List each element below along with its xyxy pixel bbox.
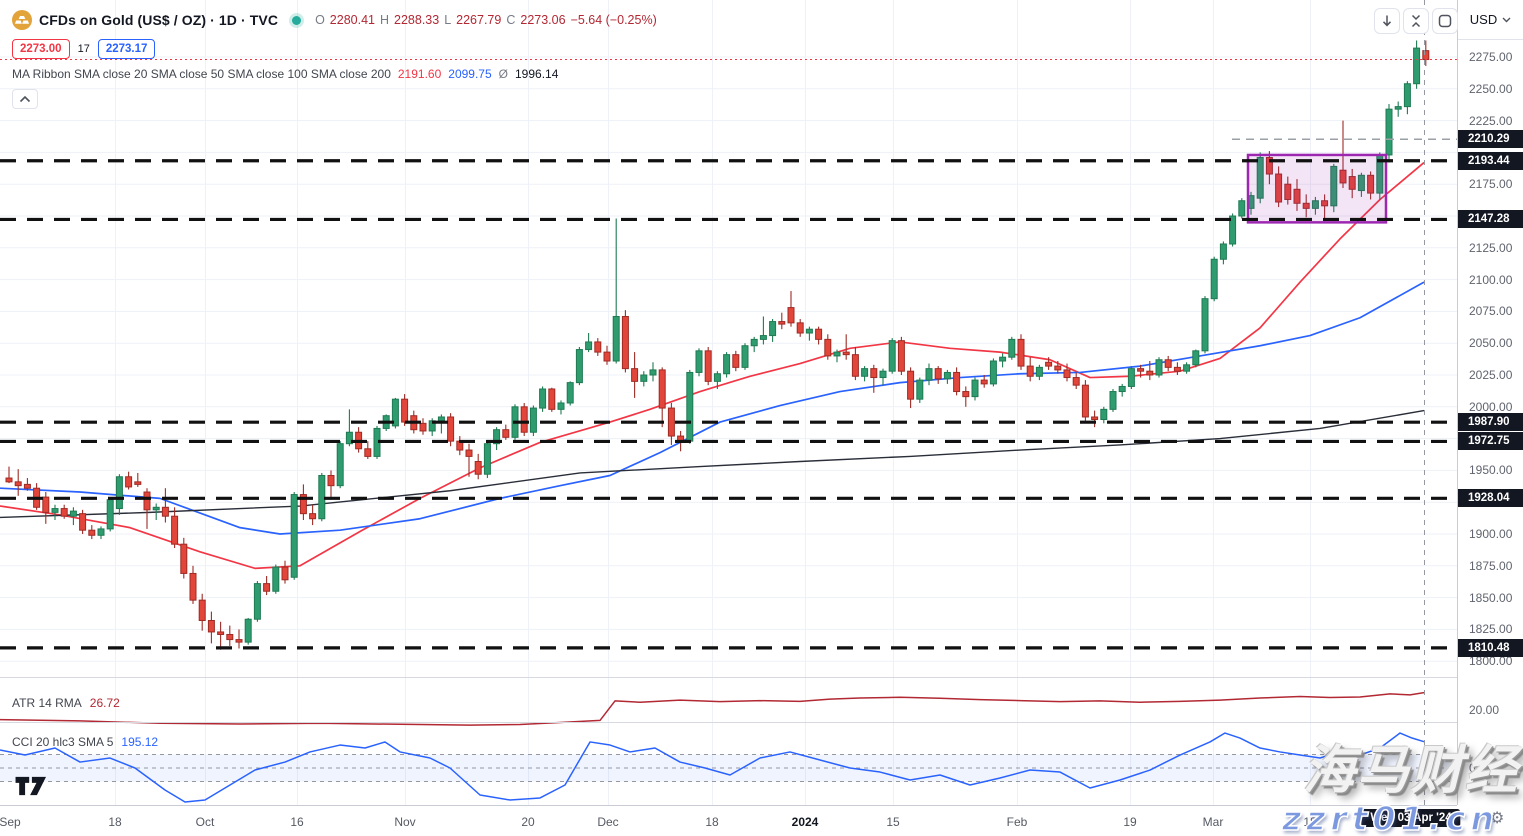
legend: CFDs on Gold (US$ / OZ) · 1D · TVC O 2280… [12, 8, 657, 109]
indicator-tick-label: 0.00 [1469, 761, 1493, 775]
time-tick-label: Oct [195, 815, 215, 829]
price-tick-label: 1850.00 [1469, 590, 1513, 605]
time-tick-label: 18 [705, 815, 719, 829]
buy-button[interactable]: 2273.17 [97, 39, 156, 59]
sma20-value: 2191.60 [397, 67, 442, 81]
price-tick-label: 2225.00 [1469, 113, 1513, 128]
time-tick-label: Mar [1202, 815, 1224, 829]
price-tick-label: 2000.00 [1469, 399, 1513, 414]
atr-line [0, 691, 1425, 726]
arrow-down-icon [1382, 15, 1392, 27]
atr-label[interactable]: ATR 14 RMA [12, 696, 82, 710]
atr-value: 26.72 [89, 696, 120, 710]
time-tick-label: 16 [290, 815, 304, 829]
price-tick-label: 1875.00 [1469, 558, 1513, 573]
cci-line [0, 732, 1425, 803]
close-value: 2273.06 [520, 13, 566, 27]
price-line-badge: 1928.04 [1458, 489, 1523, 508]
time-tick-label: Sep [0, 815, 21, 829]
chart-canvas[interactable] [0, 0, 1457, 806]
axis-settings-gear-icon[interactable]: ⚙ [1490, 808, 1505, 827]
price-line-badge: 2210.29 [1458, 130, 1523, 149]
price-scale[interactable]: USD 2275.00 2250.00 2225.00 2175.00 2125.00 2… [1457, 0, 1523, 805]
price-line-badge: 2147.28 [1458, 210, 1523, 229]
collapse-pane-button[interactable] [1403, 8, 1429, 34]
price-tick-label: 2250.00 [1469, 81, 1513, 96]
currency-selector[interactable]: USD [1458, 0, 1523, 40]
cci-value: 195.12 [121, 735, 159, 749]
price-tick-label: 2100.00 [1469, 272, 1513, 287]
collapse-icon [1411, 14, 1421, 28]
price-tick-label: 2025.00 [1469, 368, 1513, 382]
crosshair-date-badge: Wed 03 Apr '24 [1361, 809, 1461, 827]
gold-symbol-icon [12, 10, 32, 30]
time-axis[interactable]: Wed 03 Apr '24 Sep 18 Oct 16 Nov 20 Dec 18 2024 1… [0, 805, 1461, 836]
avg-value: 1996.14 [515, 67, 559, 81]
sma50-line [0, 281, 1425, 535]
time-tick-label: Feb [1006, 815, 1028, 829]
sell-button[interactable]: 2273.00 [12, 39, 70, 59]
currency-label: USD [1469, 12, 1498, 27]
avg-symbol: Ø [498, 67, 508, 81]
price-line-badge: 1987.90 [1458, 413, 1523, 432]
indicator-tick-label: 20.00 [1469, 703, 1500, 717]
scroll-to-latest-button[interactable] [1374, 8, 1400, 34]
sma50-value: 2099.75 [448, 67, 492, 81]
price-line-badge: 2193.44 [1458, 151, 1523, 170]
ma-ribbon-label[interactable]: MA Ribbon SMA close 20 SMA close 50 SMA … [12, 67, 391, 81]
chevron-down-icon [1502, 17, 1511, 22]
time-tick-label: 19 [1123, 815, 1137, 829]
price-tick-label: 1950.00 [1469, 463, 1513, 478]
time-tick-label: 2024 [791, 815, 819, 829]
maximize-pane-button[interactable] [1432, 8, 1458, 34]
time-tick-label: 20 [521, 815, 535, 829]
cci-label[interactable]: CCI 20 hlc3 SMA 5 [12, 735, 114, 749]
watermark-url: zzrt01.cn [1281, 798, 1499, 836]
time-tick-label: 18 [1303, 815, 1317, 829]
price-tick-label: 2175.00 [1469, 177, 1513, 192]
spread-value: 17 [77, 43, 90, 55]
price-tick-label: 2050.00 [1469, 336, 1513, 351]
high-value: 2288.33 [394, 13, 440, 27]
price-tick-label: 1900.00 [1469, 527, 1513, 541]
time-tick-label: Dec [597, 815, 619, 829]
market-status-icon[interactable] [292, 15, 302, 25]
time-tick-label: Nov [394, 815, 416, 829]
ohlc-values: O 2280.41 H 2288.33 L 2267.79 C 2273.06 −5.6… [315, 13, 657, 27]
open-value: 2280.41 [329, 13, 375, 27]
time-tick-label: 15 [886, 815, 900, 829]
low-value: 2267.79 [456, 13, 502, 27]
chevron-up-icon [19, 95, 31, 103]
price-line-badge: 1972.75 [1458, 432, 1523, 451]
symbol-title[interactable]: CFDs on Gold (US$ / OZ) · 1D · TVC [39, 12, 279, 28]
price-tick-label: 1800.00 [1469, 654, 1513, 669]
legend-collapse-button[interactable] [12, 89, 38, 109]
price-line-badge: 1810.48 [1458, 638, 1523, 657]
price-tick-label: 2075.00 [1469, 304, 1513, 319]
atr-legend: ATR 14 RMA 26.72 [12, 696, 120, 710]
consolidation-box [1246, 153, 1388, 224]
time-tick-label: 18 [108, 815, 122, 829]
price-tick-label: 2125.00 [1469, 240, 1513, 255]
tradingview-logo[interactable] [14, 776, 48, 796]
price-tick-label: 1825.00 [1469, 622, 1513, 637]
price-tick-label: 2275.00 [1469, 50, 1513, 64]
cci-legend: CCI 20 hlc3 SMA 5 195.12 [12, 735, 158, 749]
change-value: −5.64 (−0.25%) [570, 13, 657, 27]
pane-toolbar [1374, 8, 1458, 34]
maximize-icon [1438, 14, 1452, 28]
watermark-text: 海马财经 [1302, 741, 1519, 801]
